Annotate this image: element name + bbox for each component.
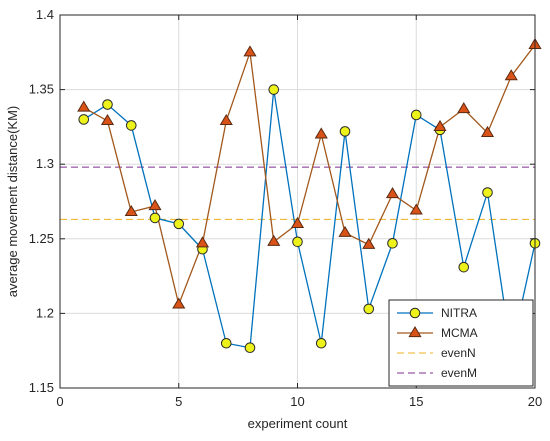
mcma-point bbox=[267, 234, 281, 246]
mcma-point bbox=[219, 113, 233, 126]
x-tick-labels: 0 5 10 15 20 bbox=[56, 394, 542, 409]
nitra-point bbox=[410, 109, 422, 121]
mcma-point bbox=[338, 225, 352, 237]
nitra-point bbox=[482, 187, 493, 198]
legend: NITRA MCMA evenN evenM bbox=[388, 299, 534, 387]
nitra-point bbox=[292, 236, 303, 248]
x-tick-label: 20 bbox=[528, 394, 542, 409]
x-tick-label: 0 bbox=[56, 394, 63, 409]
nitra-point bbox=[363, 303, 375, 315]
mcma-point bbox=[243, 45, 257, 57]
mcma-point bbox=[314, 127, 328, 139]
mcma-point bbox=[172, 297, 186, 309]
y-axis-title: average movement distance(KM) bbox=[5, 106, 20, 297]
mcma-point bbox=[290, 216, 305, 228]
mcma-point bbox=[100, 113, 115, 126]
mcma-point bbox=[504, 69, 518, 81]
legend-marker-mcma bbox=[408, 326, 422, 338]
x-tick-label: 15 bbox=[409, 394, 423, 409]
mcma-point bbox=[457, 102, 471, 114]
x-tick-label: 5 bbox=[175, 394, 182, 409]
mcma-point bbox=[433, 119, 447, 131]
mcma-point bbox=[195, 236, 210, 248]
nitra-point bbox=[387, 237, 398, 249]
nitra-point bbox=[78, 114, 90, 125]
nitra-point bbox=[102, 99, 113, 110]
nitra-point bbox=[458, 261, 470, 273]
mcma-point bbox=[362, 237, 376, 249]
mcma-point bbox=[77, 100, 91, 112]
legend-label-mcma: MCMA bbox=[441, 326, 478, 340]
nitra-point bbox=[149, 212, 161, 224]
nitra-point bbox=[125, 120, 137, 131]
x-tick-label: 10 bbox=[290, 394, 304, 409]
series-markers bbox=[77, 37, 542, 357]
y-tick-labels: 1.15 1.2 1.25 1.3 1.35 1.4 bbox=[29, 7, 54, 395]
y-tick-label: 1.15 bbox=[29, 380, 54, 395]
legend-marker-nitra bbox=[409, 307, 421, 319]
mcma-point bbox=[409, 203, 423, 215]
nitra-point bbox=[315, 337, 327, 349]
mcma-point bbox=[385, 187, 400, 199]
legend-label-evenn: evenN bbox=[441, 346, 476, 360]
nitra-point bbox=[268, 84, 280, 95]
x-axis-title: experiment count bbox=[248, 416, 348, 431]
y-tick-label: 1.4 bbox=[36, 7, 54, 22]
nitra-point bbox=[220, 337, 232, 349]
y-tick-label: 1.3 bbox=[36, 156, 54, 171]
y-tick-label: 1.2 bbox=[36, 305, 54, 320]
y-tick-label: 1.25 bbox=[29, 231, 54, 246]
axis-ticks bbox=[59, 14, 536, 389]
nitra-point bbox=[173, 218, 185, 230]
legend-label-evenm: evenM bbox=[441, 366, 477, 380]
grid bbox=[60, 15, 535, 388]
mcma-point bbox=[148, 198, 162, 211]
mcma-point bbox=[480, 125, 495, 137]
mcma-point bbox=[124, 204, 138, 217]
nitra-point bbox=[244, 342, 256, 354]
legend-label-nitra: NITRA bbox=[441, 306, 477, 320]
nitra-point bbox=[339, 126, 351, 137]
y-tick-label: 1.35 bbox=[29, 82, 54, 97]
